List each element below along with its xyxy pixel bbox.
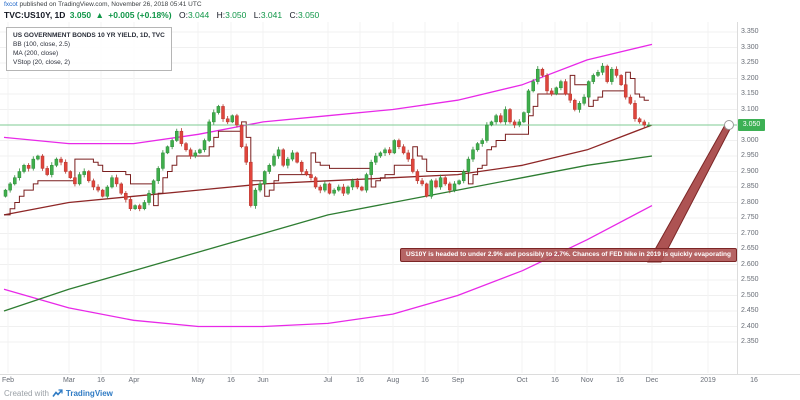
- last-price: 3.050: [69, 10, 92, 20]
- annotation-arrow[interactable]: [647, 124, 731, 263]
- time-axis-label: 16: [616, 377, 624, 384]
- annotation-anchor-point[interactable]: [724, 120, 734, 130]
- legend-indicator-ma[interactable]: MA (200, close): [13, 50, 59, 57]
- time-axis-label: Apr: [128, 377, 140, 384]
- chart-area[interactable]: US GOVERNMENT BONDS 10 YR YIELD, 1D, TVC…: [0, 22, 800, 374]
- chart-legend: US GOVERNMENT BONDS 10 YR YIELD, 1D, TVC…: [6, 27, 172, 71]
- change-arrow-icon: ▲: [95, 10, 104, 20]
- time-axis-label: 16: [551, 377, 559, 384]
- legend-symbol-title[interactable]: US GOVERNMENT BONDS 10 YR YIELD, 1D, TVC: [13, 32, 165, 39]
- time-axis-label: 2019: [700, 377, 716, 384]
- time-axis-label: 16: [356, 377, 364, 384]
- symbol-info-bar: TVC:US10Y, 1D 3.050 ▲ +0.005 (+0.18%) O:…: [4, 10, 319, 20]
- tradingview-logo-icon[interactable]: [52, 388, 63, 399]
- time-axis-label: Oct: [516, 377, 528, 384]
- high-label: H:: [216, 10, 226, 20]
- legend-indicator-vstop[interactable]: VStop (20, close, 2): [13, 59, 71, 66]
- legend-indicator-bb[interactable]: BB (100, close, 2.5): [13, 41, 71, 48]
- annotation-callout[interactable]: US10Y is headed to under 2.9% and possib…: [400, 248, 737, 262]
- price-chart-canvas[interactable]: [0, 22, 800, 374]
- footer-attribution: Created with TradingView: [4, 387, 113, 400]
- high-value: 3.050: [225, 10, 247, 20]
- time-axis-label: May: [191, 377, 205, 384]
- close-value: 3.050: [298, 10, 320, 20]
- close-label: C:: [289, 10, 299, 20]
- time-axis-label: Jul: [323, 377, 333, 384]
- low-label: L:: [253, 10, 261, 20]
- time-axis-label: 16: [227, 377, 235, 384]
- byline: fxcot published on TradingView.com, Nove…: [4, 1, 202, 8]
- time-axis-label: Nov: [580, 377, 594, 384]
- time-axis-label: Aug: [386, 377, 400, 384]
- created-with-label: Created with: [4, 389, 49, 398]
- byline-text: published on TradingView.com, November 2…: [17, 1, 202, 8]
- time-axis-label: Mar: [62, 377, 76, 384]
- open-label: O:: [178, 10, 188, 20]
- byline-username[interactable]: fxcot: [4, 1, 18, 8]
- time-axis-label: Sep: [451, 377, 465, 384]
- time-axis-label: 16: [421, 377, 429, 384]
- time-axis-label: 16: [750, 377, 758, 384]
- symbol-name[interactable]: TVC:US10Y, 1D: [4, 10, 66, 20]
- current-price-tag[interactable]: 3.050: [738, 119, 765, 131]
- low-value: 3.041: [260, 10, 283, 20]
- price-change: +0.005 (+0.18%): [108, 10, 172, 20]
- time-axis-label: 16: [97, 377, 105, 384]
- time-axis-label: Feb: [1, 377, 15, 384]
- time-axis-label: Dec: [645, 377, 659, 384]
- publish-header: fxcot published on TradingView.com, Nove…: [0, 0, 800, 22]
- time-axis[interactable]: Feb Mar 16 Apr May 16 Jun Jul 16 Aug 16 Sep Oct 16 Nov…: [0, 374, 800, 388]
- open-value: 3.044: [187, 10, 210, 20]
- tradingview-brand[interactable]: TradingView: [65, 389, 113, 398]
- time-axis-label: Jun: [257, 377, 269, 384]
